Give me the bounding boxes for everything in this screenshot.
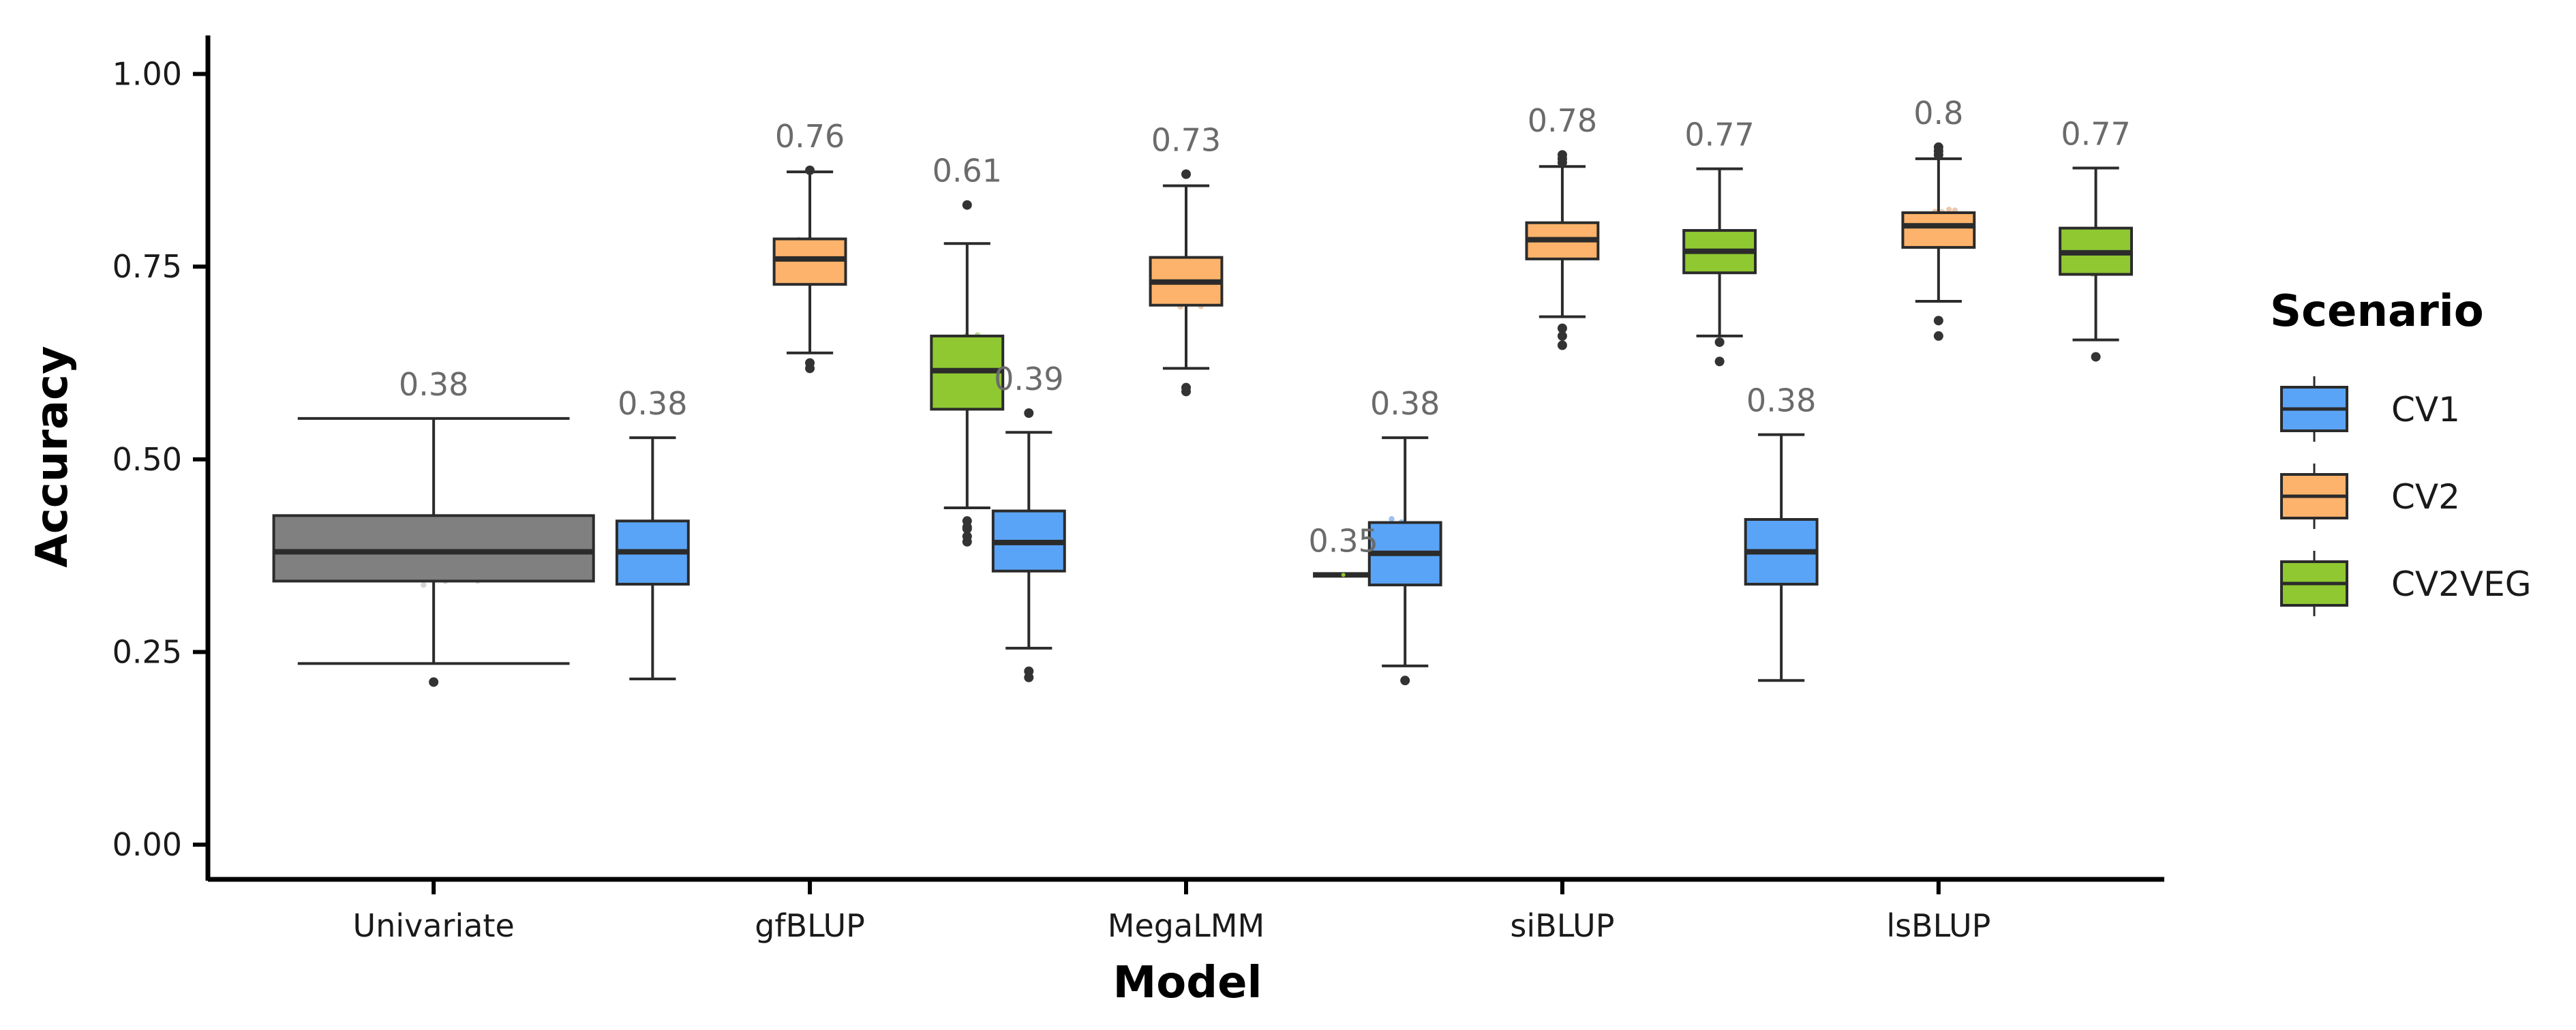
box-MegaLMM-CV2VEG [1313,572,1374,578]
median-value-label: 0.8 [1913,95,1963,132]
outlier-point [1933,316,1943,326]
box-MegaLMM-CV1 [991,408,1066,682]
median-value-label: 0.61 [933,153,1002,190]
y-tick-label: 0.00 [112,826,182,863]
legend-label: CV1 [2391,390,2460,429]
outlier-point [962,522,972,532]
x-ticks: Univariate gfBLUP MegaLMM siBLUP lsBLUP [353,879,1990,944]
median-value-label: 0.38 [1370,385,1440,422]
median-value-label: 0.38 [399,366,468,403]
median-value-label: 0.77 [1684,117,1754,153]
y-tick-label: 1.00 [112,56,182,93]
outlier-point [1557,331,1567,341]
box-MegaLMM-CV2 [1149,169,1224,397]
median-value-label: 0.38 [618,385,687,422]
outlier-point [1181,169,1191,179]
x-tick-label: Univariate [353,907,515,944]
y-tick-label: 0.75 [112,248,182,285]
outlier-point [962,536,972,547]
box-lsBLUP-CV1 [1744,433,1819,682]
outlier-point [1933,331,1943,341]
outlier-point [1557,157,1567,168]
legend-entry-CV2: CV2 [2280,464,2460,529]
outlier-point [1933,150,1943,160]
box-gfBLUP-CV2VEG [930,200,1005,547]
median-value-label: 0.38 [1746,382,1816,419]
y-axis-title: Accuracy [27,346,78,567]
box-siBLUP-CV1 [1367,436,1442,686]
x-tick-label: gfBLUP [755,907,865,944]
median-value-label: 0.76 [775,118,845,155]
outlier-point [1557,340,1567,350]
iqr-box [272,514,595,583]
box-gfBLUP-CV2 [772,165,847,374]
legend-title: Scenario [2270,286,2484,337]
y-tick-label: 0.50 [112,441,182,478]
jitter-point [1389,516,1395,522]
iqr-box [1901,211,1976,249]
outlier-point [1714,337,1725,347]
outlier-point [1181,387,1191,397]
outlier-point [805,165,815,175]
legend: Scenario CV1 CV2 CV2VEG [2270,286,2531,616]
x-tick-label: lsBLUP [1886,907,1990,944]
box-lsBLUP-CV2VEG [2059,166,2133,362]
median-labels-layer: 0.38 0.38 0.76 0.61 0.39 0.73 0.35 0.38 0.78 0.77… [399,95,2131,559]
legend-entry-CV1: CV1 [2280,376,2460,442]
median-value-label: 0.39 [994,361,1063,397]
legend-label: CV2 [2391,477,2460,517]
outlier-point [429,677,439,687]
boxes-layer [272,142,2133,687]
x-axis-title: Model [1113,958,1262,1008]
jitter-point [421,581,427,588]
box-siBLUP-CV2VEG [1682,167,1757,367]
outlier-point [962,200,972,210]
jitter-point [1341,573,1346,577]
axes [205,35,2164,882]
box-siBLUP-CV2 [1525,150,1600,350]
jitter-point [1946,207,1952,213]
outlier-point [1024,672,1034,682]
box-gfBLUP-CV1 [615,436,690,681]
legend-entry-CV2VEG: CV2VEG [2280,551,2531,616]
box-Univariate-Univariate [272,416,595,687]
y-tick-label: 0.25 [112,633,182,670]
median-value-label: 0.77 [2061,115,2130,152]
x-tick-label: MegaLMM [1108,907,1264,944]
box-lsBLUP-CV2 [1901,142,1976,341]
y-ticks: 0.00 0.25 0.50 0.75 1.00 [112,56,208,863]
median-value-label: 0.78 [1528,102,1597,139]
median-value-label: 0.35 [1308,522,1378,559]
outlier-point [1400,676,1410,686]
median-value-label: 0.73 [1151,122,1221,159]
outlier-point [1714,357,1725,367]
outlier-point [805,358,815,368]
legend-label: CV2VEG [2391,564,2531,604]
outlier-point [1557,323,1567,333]
outlier-point [1024,408,1034,418]
outlier-point [2091,352,2101,362]
x-tick-label: siBLUP [1510,907,1614,944]
